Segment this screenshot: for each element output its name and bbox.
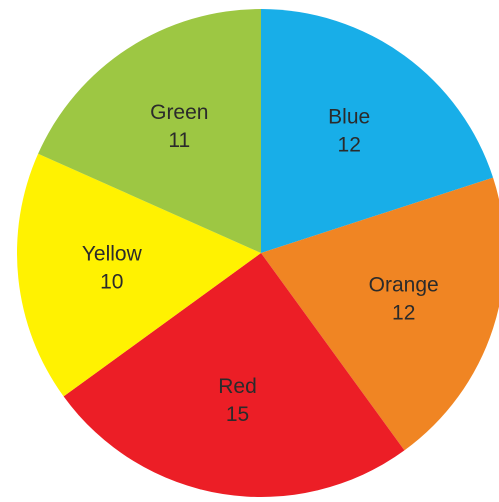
- slice-value-label-blue: 12: [338, 134, 361, 157]
- slice-name-label-yellow: Yellow: [82, 243, 143, 266]
- pie-labels: Blue 12 Orange 12 Red 15 Yellow 10 Green 11: [82, 101, 439, 426]
- slice-value-label-green: 11: [168, 129, 190, 152]
- slice-value-label-red: 15: [226, 403, 249, 426]
- slice-value-label-orange: 12: [392, 301, 415, 324]
- slice-name-label-red: Red: [218, 375, 257, 398]
- pie-slices: [16, 9, 499, 498]
- slice-value-label-yellow: 10: [100, 271, 123, 294]
- slice-name-label-green: Green: [150, 101, 208, 124]
- slice-name-label-blue: Blue: [328, 106, 370, 129]
- pie-slice-yellow: [16, 153, 261, 397]
- pie-slice-green: [38, 9, 262, 253]
- pie-slice-red: [63, 253, 405, 498]
- slice-name-label-orange: Orange: [369, 273, 439, 296]
- pie-slice-orange: [261, 177, 499, 451]
- pie-slice-blue: [261, 9, 494, 253]
